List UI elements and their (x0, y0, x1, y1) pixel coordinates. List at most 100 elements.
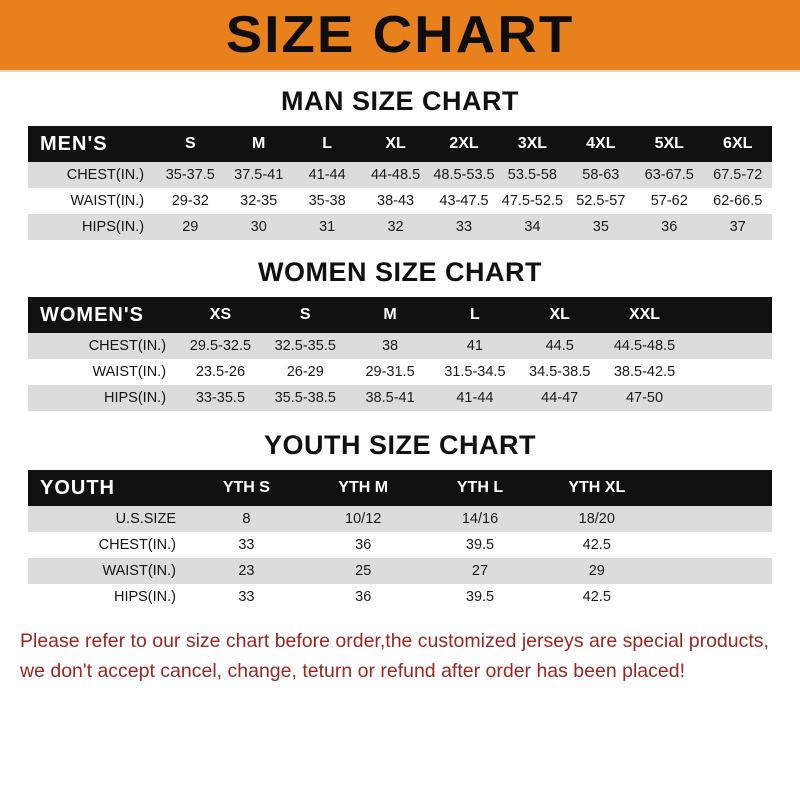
women-header-label: WOMEN'S (40, 303, 144, 326)
man-header-size-xl: XL (385, 135, 406, 152)
women-header-empty (687, 297, 772, 333)
table-cell: 35-37.5 (165, 167, 215, 183)
table-row: CHEST(IN.) 29.5-32.5 32.5-35.5 38 41 44.… (28, 333, 772, 359)
youth-row-label-hips: HIPS(IN.) (113, 589, 176, 605)
youth-header-size-xl: YTH XL (568, 479, 626, 496)
table-cell: 58-63 (582, 167, 620, 183)
women-row-label-waist: WAIST(IN.) (92, 364, 167, 380)
table-cell: 43-47.5 (439, 193, 489, 209)
table-cell: 44.5 (545, 338, 574, 354)
table-cell: 35.5-38.5 (274, 390, 336, 406)
table-cell: 47-50 (625, 390, 664, 406)
table-row: HIPS(IN.) 33 36 39.5 42.5 (28, 584, 772, 610)
table-cell: 44-48.5 (370, 167, 421, 183)
man-row-label-hips: HIPS(IN.) (82, 219, 145, 235)
women-header-size-m: M (383, 306, 397, 323)
table-cell: 29-32 (171, 193, 209, 209)
page-banner: SIZE CHART (0, 0, 800, 72)
table-cell (655, 506, 772, 532)
man-header-size-2xl: 2XL (449, 135, 479, 152)
table-cell (655, 558, 772, 584)
youth-header-empty (655, 470, 772, 506)
disclaimer-line-1: Please refer to our size chart before or… (20, 630, 769, 652)
youth-row-label-chest: CHEST(IN.) (98, 537, 176, 553)
table-cell: 29-31.5 (365, 364, 415, 380)
table-cell: 29 (588, 563, 605, 579)
women-table-wrapper: WOMEN'S XS S M L XL XXL CHEST(IN.) 29.5-… (28, 297, 772, 411)
table-cell: 37 (729, 219, 746, 235)
man-header-size-6xl: 6XL (723, 135, 753, 152)
table-cell: 38-43 (377, 193, 415, 209)
table-cell: 52.5-57 (576, 193, 626, 209)
table-cell: 47.5-52.5 (501, 193, 564, 209)
table-cell: 26-29 (286, 364, 324, 380)
youth-table-header-row: YOUTH YTH S YTH M YTH L YTH XL (28, 470, 772, 506)
table-cell: 23 (238, 563, 255, 579)
table-cell: 42.5 (582, 537, 611, 553)
table-cell: 23.5-26 (195, 364, 246, 380)
table-cell: 8 (242, 511, 251, 527)
man-header-size-m: M (252, 135, 266, 152)
women-row-label-chest: CHEST(IN.) (88, 338, 167, 354)
table-cell: 48.5-53.5 (433, 167, 495, 183)
table-cell: 31 (319, 219, 336, 235)
youth-header-size-m: YTH M (338, 479, 389, 496)
man-header-size-s: S (184, 135, 196, 152)
table-cell: 41-44 (308, 167, 346, 183)
women-header-size-l: L (469, 306, 480, 323)
table-row: U.S.SIZE 8 10/12 14/16 18/20 (28, 506, 772, 532)
table-cell: 30 (250, 219, 267, 235)
section-title-youth: YOUTH SIZE CHART (263, 430, 536, 460)
section-title-women: WOMEN SIZE CHART (258, 257, 542, 287)
man-table-wrapper: MEN'S S M L XL 2XL 3XL 4XL 5XL 6XL CHEST… (28, 126, 772, 240)
table-cell: 53.5-58 (507, 167, 557, 183)
table-cell: 10/12 (345, 511, 382, 527)
table-cell: 14/16 (461, 511, 499, 527)
youth-header-label: YOUTH (40, 476, 115, 499)
table-cell: 36 (661, 219, 678, 235)
table-cell: 62-66.5 (713, 193, 763, 209)
disclaimer-line-2: we don't accept cancel, change, teturn o… (20, 660, 685, 683)
table-cell: 42.5 (582, 589, 611, 605)
table-cell: 39.5 (465, 537, 495, 553)
order-disclaimer: Please refer to our size chart before or… (20, 626, 780, 686)
table-cell: 44-47 (541, 390, 579, 406)
man-header-size-4xl: 4XL (586, 135, 616, 152)
women-header-size-s: S (299, 306, 311, 323)
table-cell (655, 532, 772, 558)
youth-header-size-s: YTH S (222, 479, 270, 496)
table-cell: 37.5-41 (234, 167, 284, 183)
table-cell: 33 (455, 219, 473, 235)
table-cell: 31.5-34.5 (444, 364, 506, 380)
man-header-size-3xl: 3XL (517, 135, 548, 152)
table-cell: 33 (238, 589, 255, 605)
table-cell: 38 (381, 338, 399, 354)
table-row: WAIST(IN.) 29-32 32-35 35-38 38-43 43-47… (28, 188, 772, 214)
women-header-size-xs: XS (209, 306, 232, 323)
table-row: WAIST(IN.) 23 25 27 29 (28, 558, 772, 584)
women-header-size-xxl: XXL (628, 306, 661, 323)
table-cell: 35-38 (308, 193, 346, 209)
table-cell: 29 (182, 219, 199, 235)
man-size-table: MEN'S S M L XL 2XL 3XL 4XL 5XL 6XL CHEST… (28, 126, 772, 240)
table-cell: 27 (471, 563, 489, 579)
youth-row-label-us-size: U.S.SIZE (115, 511, 176, 527)
section-title-man: MAN SIZE CHART (281, 86, 519, 116)
table-cell: 39.5 (465, 589, 495, 605)
table-cell: 33 (238, 537, 255, 553)
table-cell (687, 359, 772, 385)
man-header-label: MEN'S (40, 132, 108, 155)
table-row: HIPS(IN.) 33-35.5 35.5-38.5 38.5-41 41-4… (28, 385, 772, 411)
table-cell: 57-62 (650, 193, 688, 209)
table-cell: 29.5-32.5 (189, 338, 252, 354)
man-row-label-waist: WAIST(IN.) (70, 193, 145, 209)
man-table-header-row: MEN'S S M L XL 2XL 3XL 4XL 5XL 6XL (28, 126, 772, 162)
youth-header-size-l: YTH L (456, 479, 504, 496)
table-cell: 36 (355, 589, 372, 605)
table-cell: 38.5-42.5 (613, 364, 676, 380)
table-cell: 44.5-48.5 (613, 338, 676, 354)
table-cell: 32 (387, 219, 404, 235)
youth-row-label-waist: WAIST(IN.) (102, 563, 176, 579)
man-header-size-l: L (322, 135, 333, 152)
